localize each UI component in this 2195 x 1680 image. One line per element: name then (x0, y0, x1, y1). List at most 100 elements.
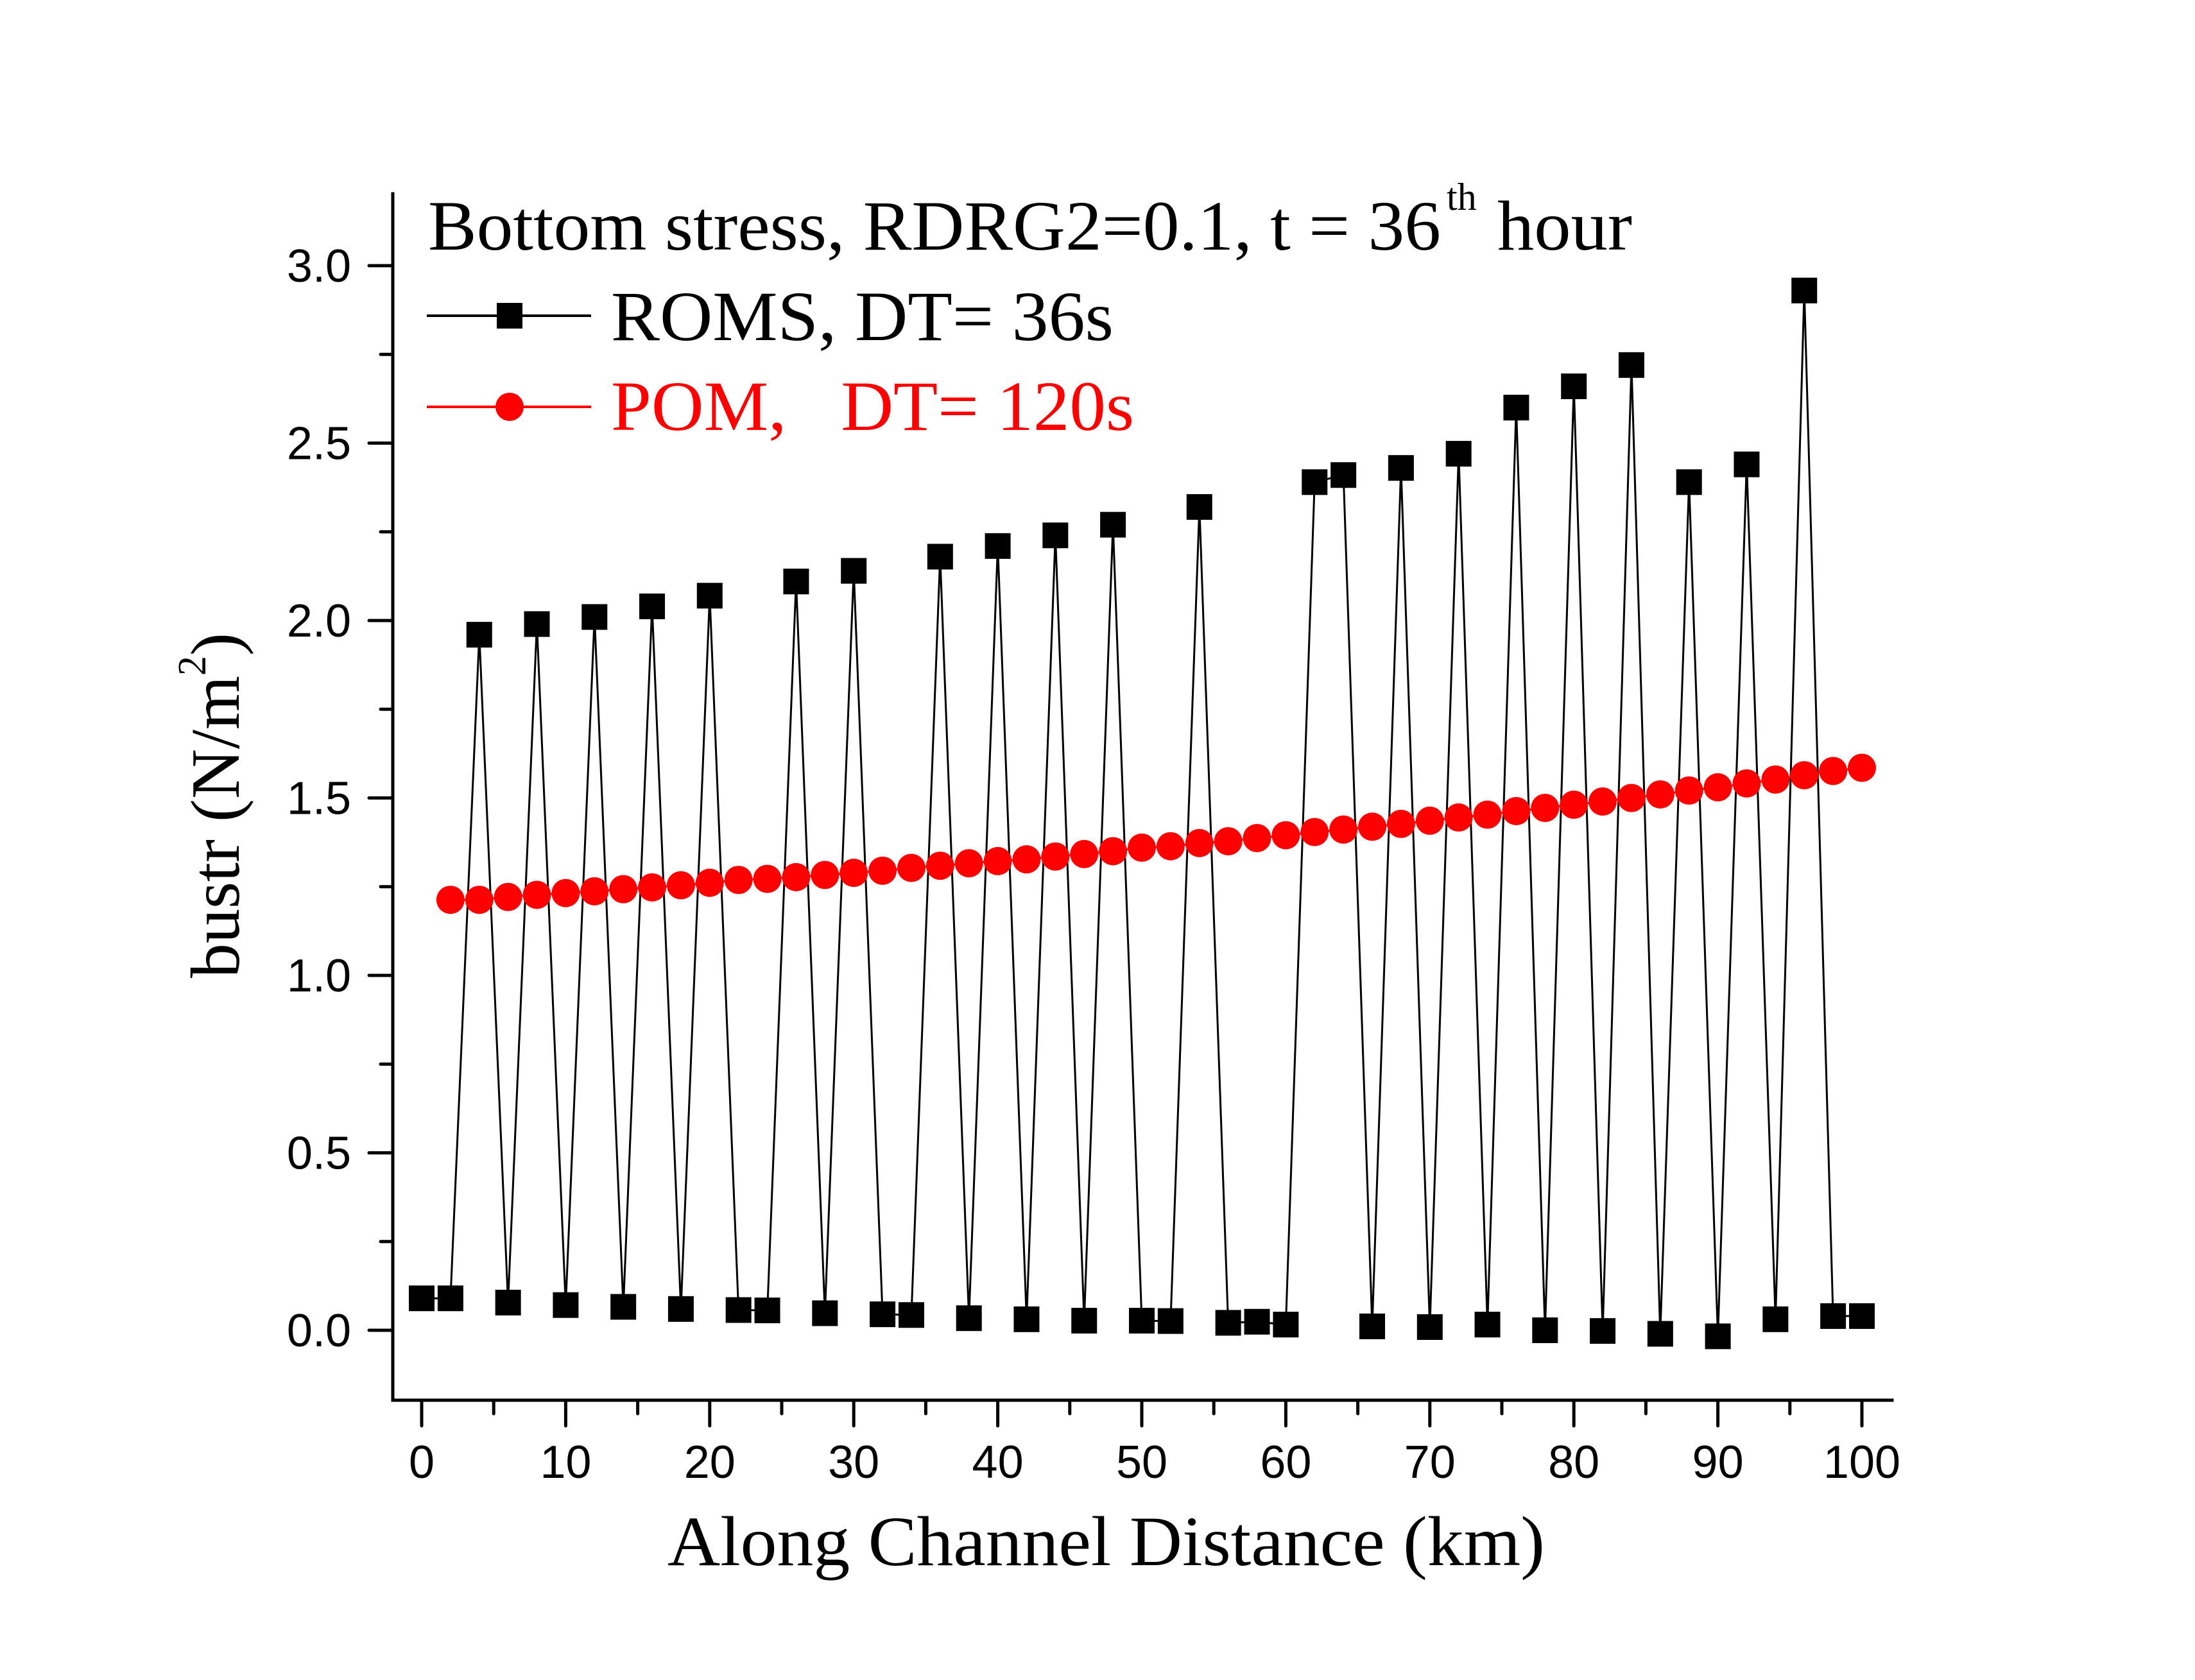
x-tick-label: 90 (1692, 1437, 1744, 1488)
y-tick-label: 0.5 (287, 1128, 351, 1179)
data-point-circle (580, 877, 609, 905)
data-point-circle (1531, 793, 1560, 822)
x-tick-label: 100 (1823, 1437, 1900, 1488)
data-point-square (1762, 1306, 1789, 1332)
data-point-square (1734, 451, 1760, 477)
plot-area (409, 277, 1876, 1350)
series-pom (436, 753, 1876, 914)
data-point-circle (436, 886, 465, 914)
data-point-circle (897, 853, 925, 882)
legend-item-pom: POM, DT= 120s (427, 367, 1134, 445)
y-axis-title-suffix: ) (178, 633, 254, 656)
data-point-square (956, 1305, 982, 1332)
data-point-circle (868, 856, 897, 885)
y-tick-label: 2.0 (287, 596, 351, 647)
x-axis-title: Along Channel Distance (km) (667, 1502, 1545, 1581)
data-point-circle (494, 882, 522, 911)
data-point-square (466, 622, 492, 648)
data-point-square (841, 558, 867, 584)
y-axis-title-text: bustr (N/m2) (171, 633, 254, 978)
x-tick-label: 30 (828, 1437, 879, 1488)
data-point-square (1013, 1306, 1040, 1332)
data-point-square (1244, 1308, 1270, 1335)
data-point-circle (839, 859, 868, 887)
data-point-circle (609, 875, 638, 904)
y-axis-title-main: bustr (N/m (178, 676, 254, 978)
data-point-circle (1329, 815, 1358, 844)
data-point-circle (1041, 842, 1070, 871)
data-point-square (898, 1302, 924, 1328)
data-point-circle (782, 862, 811, 891)
data-point-circle (1185, 828, 1214, 857)
data-point-square (1849, 1303, 1875, 1329)
x-tick-label: 80 (1548, 1437, 1599, 1488)
legend-item-roms: ROMS, DT= 36s (427, 277, 1114, 356)
data-point-circle (1703, 773, 1732, 801)
data-point-circle (1300, 818, 1329, 846)
data-point-square (1676, 469, 1702, 495)
data-point-circle (954, 849, 983, 878)
data-point-square (1532, 1317, 1558, 1343)
chart-title-superscript: th (1447, 176, 1477, 218)
y-tick-label: 1.5 (287, 773, 351, 825)
series-roms (409, 277, 1875, 1350)
data-point-circle (1070, 839, 1099, 868)
data-point-square (754, 1298, 780, 1324)
data-point-circle (811, 861, 839, 889)
data-point-circle (638, 873, 667, 902)
data-point-circle (1012, 845, 1041, 874)
data-point-circle (1243, 823, 1271, 852)
data-point-circle (1732, 769, 1761, 798)
data-point-square (553, 1292, 579, 1318)
legend: ROMS, DT= 36s POM, DT= 120s (427, 277, 1134, 445)
data-point-square (1042, 522, 1069, 549)
data-point-circle (695, 868, 724, 897)
data-point-circle (724, 866, 753, 895)
data-point-square (1416, 1314, 1443, 1341)
data-point-circle (1415, 806, 1444, 835)
data-point-square (581, 604, 608, 630)
data-point-square (870, 1301, 896, 1328)
data-point-square (985, 533, 1011, 559)
data-point-circle (1588, 787, 1617, 816)
data-point-circle (1214, 827, 1243, 855)
data-point-circle (1646, 780, 1674, 809)
data-point-circle (1761, 765, 1790, 794)
y-tick-label: 3.0 (287, 241, 351, 292)
data-point-square (812, 1300, 838, 1326)
data-point-square (1618, 352, 1644, 378)
data-point-square (1215, 1310, 1241, 1336)
data-point-circle (1560, 791, 1588, 819)
circle-marker-icon (495, 393, 524, 421)
data-point-circle (1444, 803, 1473, 832)
x-tick-label: 10 (540, 1437, 591, 1488)
data-point-circle (1099, 837, 1128, 866)
data-point-square (610, 1294, 637, 1320)
square-marker-icon (497, 303, 522, 329)
chart-title: Bottom stress, RDRG2=0.1, t = 36 th hour (428, 176, 1632, 265)
y-axis-title-superscript: 2 (171, 656, 214, 676)
x-tick-label: 20 (684, 1437, 736, 1488)
data-point-square (639, 593, 666, 619)
x-tick-label: 70 (1404, 1437, 1456, 1488)
data-point-circle (1502, 796, 1531, 825)
data-point-square (409, 1285, 435, 1312)
data-point-circle (465, 886, 494, 914)
data-point-square (1474, 1312, 1501, 1338)
axes: 0.0 0.5 1.0 1.5 2.0 2.5 3.0 0 10 20 30 40 50 60 70 80 9… (287, 192, 1900, 1488)
data-point-circle (1128, 833, 1156, 862)
data-point-square (1157, 1308, 1184, 1334)
data-point-square (1561, 373, 1587, 400)
legend-label-roms: ROMS, DT= 36s (611, 277, 1114, 356)
y-ticks: 0.0 0.5 1.0 1.5 2.0 2.5 3.0 (287, 241, 395, 1357)
data-point-square (1359, 1313, 1386, 1339)
data-point-circle (1674, 776, 1703, 805)
data-point-square (783, 569, 809, 595)
x-tick-label: 60 (1260, 1437, 1311, 1488)
data-point-square (1820, 1303, 1846, 1329)
y-tick-label: 2.5 (287, 418, 351, 470)
data-point-square (1186, 494, 1212, 520)
data-point-circle (1271, 821, 1300, 850)
data-point-square (1129, 1308, 1155, 1334)
